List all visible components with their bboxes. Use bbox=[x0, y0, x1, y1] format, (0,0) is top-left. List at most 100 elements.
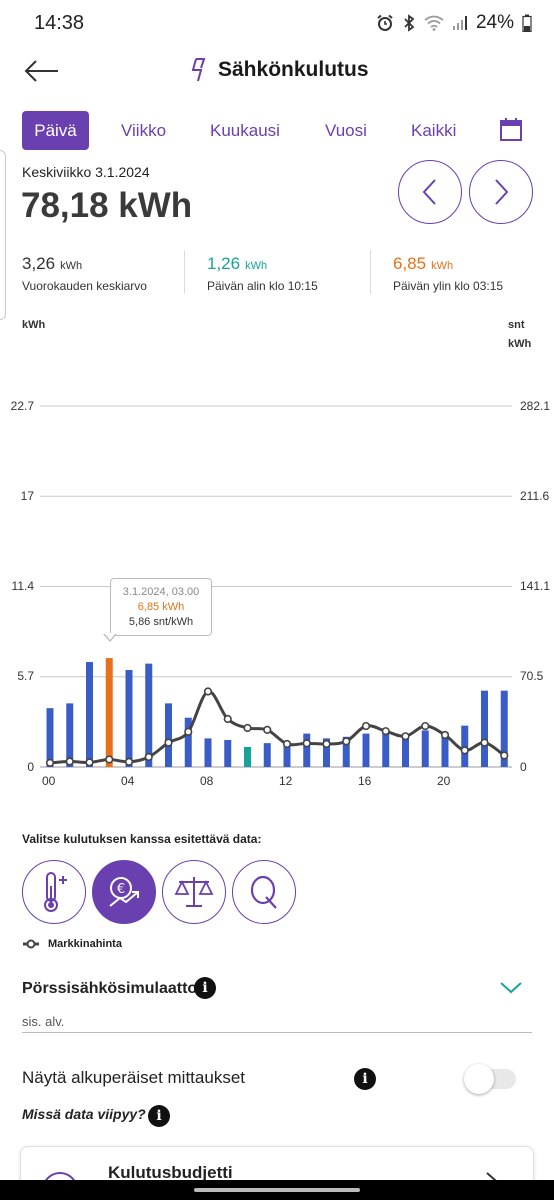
alarm-icon bbox=[377, 14, 393, 31]
tab-month[interactable]: Kuukausi bbox=[210, 121, 280, 140]
min-value: 1,26 kWh bbox=[207, 254, 267, 274]
price-point[interactable] bbox=[401, 732, 410, 741]
price-point[interactable] bbox=[164, 738, 173, 747]
consumption-bar[interactable] bbox=[145, 663, 153, 767]
right-tick: 211.6 bbox=[520, 489, 550, 503]
next-day-button[interactable] bbox=[469, 160, 533, 224]
tooltip-kwh: 6,85 kWh bbox=[137, 601, 185, 613]
min-unit: kWh bbox=[245, 260, 268, 272]
price-point[interactable] bbox=[500, 751, 509, 760]
tab-all[interactable]: Kaikki bbox=[411, 121, 457, 140]
tab-day[interactable]: Päivä bbox=[22, 111, 89, 150]
temperature-option[interactable] bbox=[22, 860, 86, 924]
back-button[interactable] bbox=[22, 56, 60, 86]
bluetooth-icon bbox=[404, 14, 415, 32]
price-point[interactable] bbox=[144, 752, 153, 762]
price-point[interactable] bbox=[65, 757, 74, 766]
consumption-bar[interactable] bbox=[125, 669, 133, 767]
calendar-button[interactable] bbox=[500, 118, 522, 147]
wifi-icon bbox=[424, 15, 444, 31]
battery-percent: 24% bbox=[475, 12, 514, 33]
toggle-knob[interactable] bbox=[464, 1064, 494, 1094]
price-point[interactable] bbox=[381, 727, 390, 736]
info-icon[interactable]: i bbox=[354, 1068, 376, 1090]
price-point[interactable] bbox=[263, 725, 272, 734]
consumption-bar[interactable] bbox=[224, 739, 232, 767]
consumption-bar[interactable] bbox=[382, 732, 390, 767]
price-point[interactable] bbox=[361, 721, 371, 731]
consumption-bar[interactable] bbox=[244, 746, 251, 767]
chevron-right-icon bbox=[495, 179, 509, 205]
simulator-label[interactable]: Pörssisähkösimulaattori bbox=[22, 980, 208, 997]
previous-day-button[interactable] bbox=[398, 160, 462, 224]
left-tick: 11.4 bbox=[11, 579, 34, 593]
line-legend-icon bbox=[23, 939, 39, 949]
consumption-bar[interactable] bbox=[362, 733, 370, 767]
consumption-bar[interactable] bbox=[303, 733, 311, 767]
scale-option[interactable] bbox=[162, 860, 226, 924]
legend-label: Markkinahinta bbox=[48, 938, 122, 950]
consumption-bar[interactable] bbox=[323, 738, 330, 767]
price-point[interactable] bbox=[105, 755, 114, 764]
left-tick: 17 bbox=[20, 489, 34, 503]
price-point[interactable] bbox=[243, 723, 252, 733]
consumption-bar[interactable] bbox=[481, 690, 488, 767]
q-option[interactable] bbox=[232, 860, 296, 924]
page-title-wrap: Sähkönkulutus bbox=[190, 57, 369, 83]
price-point[interactable] bbox=[184, 727, 193, 736]
stat-divider bbox=[370, 250, 371, 294]
price-point[interactable] bbox=[421, 721, 430, 731]
max-number: 6,85 bbox=[393, 254, 427, 273]
consumption-bar[interactable] bbox=[441, 732, 449, 767]
selected-date: Keskiviikko 3.1.2024 bbox=[22, 164, 150, 180]
info-icon[interactable]: i bbox=[148, 1105, 170, 1127]
consumption-bar[interactable] bbox=[421, 730, 429, 767]
price-point[interactable] bbox=[85, 758, 94, 767]
left-axis-label: kWh bbox=[22, 319, 46, 331]
q-icon bbox=[250, 875, 277, 909]
consumption-bar[interactable] bbox=[184, 717, 192, 767]
consumption-bar[interactable] bbox=[46, 708, 54, 767]
data-delay-label[interactable]: Missä data viipyy? bbox=[22, 1106, 146, 1122]
consumption-bar[interactable] bbox=[66, 703, 74, 767]
consumption-bar[interactable] bbox=[86, 662, 93, 767]
page-title: Sähkönkulutus bbox=[218, 58, 369, 81]
tab-week[interactable]: Viikko bbox=[121, 121, 167, 140]
consumption-bar[interactable] bbox=[283, 741, 291, 767]
budget-card[interactable] bbox=[20, 1146, 534, 1200]
side-drawer-handle[interactable] bbox=[0, 150, 6, 320]
price-point[interactable] bbox=[45, 758, 55, 768]
consumption-bar[interactable] bbox=[342, 736, 350, 767]
consumption-chart[interactable] bbox=[0, 380, 554, 800]
market-price-option[interactable]: € bbox=[92, 860, 156, 924]
x-tick: 20 bbox=[437, 774, 451, 788]
tooltip-time: 3.1.2024, 03.00 bbox=[122, 586, 200, 598]
home-indicator[interactable] bbox=[194, 1188, 360, 1192]
consumption-bar[interactable] bbox=[402, 733, 409, 767]
price-point[interactable] bbox=[480, 738, 489, 747]
price-point[interactable] bbox=[223, 714, 232, 724]
price-point[interactable] bbox=[440, 730, 450, 740]
price-point[interactable] bbox=[322, 739, 331, 749]
consumption-bar[interactable] bbox=[204, 738, 212, 767]
price-point[interactable] bbox=[460, 746, 469, 755]
price-point[interactable] bbox=[124, 757, 134, 766]
info-icon[interactable]: i bbox=[194, 977, 216, 999]
chart-tooltip: 3.1.2024, 03.00 6,85 kWh 5,86 snt/kWh bbox=[110, 578, 212, 636]
battery-icon bbox=[522, 14, 532, 32]
price-point[interactable] bbox=[203, 687, 213, 696]
consumption-bar[interactable] bbox=[263, 743, 271, 767]
avg-value: 3,26 kWh bbox=[22, 254, 82, 274]
lightning-icon bbox=[191, 58, 206, 82]
consumption-bar[interactable] bbox=[165, 703, 172, 767]
price-point[interactable] bbox=[282, 739, 292, 749]
status-icons: 24% bbox=[376, 12, 532, 34]
consumption-bar[interactable] bbox=[500, 690, 508, 767]
back-arrow-icon bbox=[24, 60, 58, 82]
simulator-expand-button[interactable] bbox=[498, 978, 524, 1001]
original-measurements-label: Näytä alkuperäiset mittaukset bbox=[22, 1068, 245, 1087]
tab-year[interactable]: Vuosi bbox=[325, 121, 367, 140]
price-point[interactable] bbox=[302, 739, 311, 748]
price-point[interactable] bbox=[342, 737, 351, 746]
consumption-bar[interactable] bbox=[105, 658, 113, 767]
